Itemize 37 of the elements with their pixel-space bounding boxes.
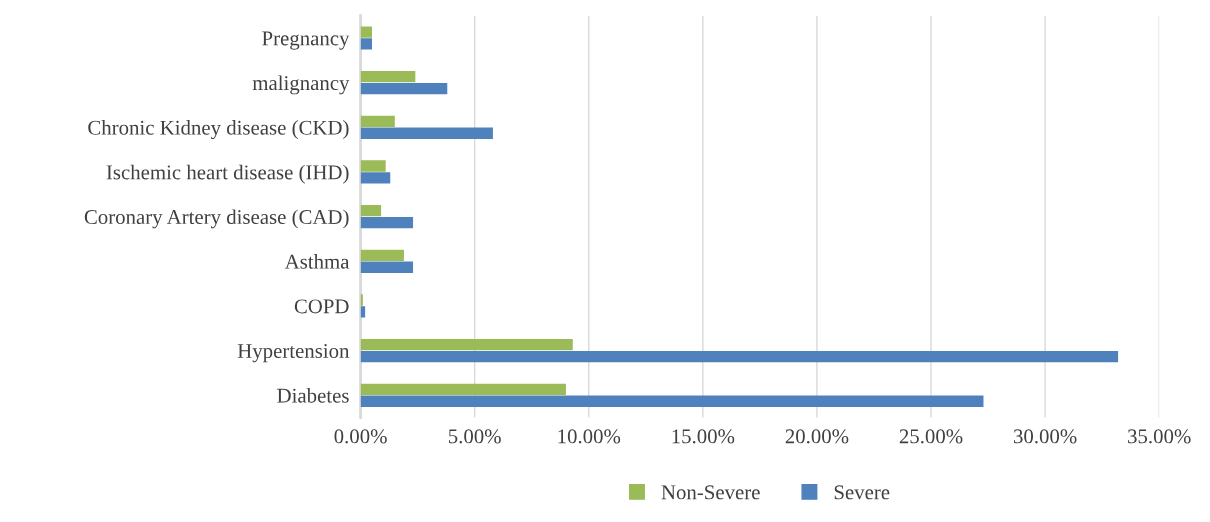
y-tick-label: Asthma	[284, 254, 350, 269]
bar	[360, 350, 1119, 363]
y-tick-label: malignancy	[252, 75, 350, 95]
y-tick-label: Pregnancy	[262, 31, 350, 50]
bar	[360, 82, 448, 95]
y-tick-label: Diabetes	[277, 388, 349, 403]
bar	[360, 172, 391, 184]
legend-label: Non-Severe	[661, 485, 760, 500]
bar	[360, 249, 404, 261]
bar	[360, 339, 573, 351]
x-tick-label: 25.00%	[899, 429, 963, 444]
bar	[360, 216, 414, 229]
x-tick-label: 5.00%	[448, 429, 501, 444]
bar	[360, 26, 372, 38]
bar	[360, 127, 493, 139]
bar	[360, 71, 416, 83]
x-tick-label: 0.00%	[334, 429, 387, 444]
bar	[360, 306, 366, 318]
bar	[360, 294, 363, 306]
bar	[360, 261, 414, 273]
bar	[360, 205, 382, 217]
x-tick-label: 10.00%	[558, 429, 621, 444]
y-tick-label: Chronic Kidney disease (CKD)	[88, 120, 349, 140]
x-tick-label: 30.00%	[1013, 429, 1077, 444]
bar	[360, 395, 984, 407]
y-tick-label: Hypertension	[237, 344, 350, 363]
y-tick-label: COPD	[294, 299, 349, 314]
y-tick-label: Ischemic heart disease (IHD)	[106, 164, 349, 184]
y-tick-label: Coronary Artery disease (CAD)	[84, 209, 349, 229]
bar	[360, 160, 386, 172]
bar	[360, 383, 566, 395]
bar	[360, 115, 395, 128]
x-tick-label: 35.00%	[1128, 429, 1191, 444]
x-tick-label: 20.00%	[785, 429, 849, 444]
bar	[360, 38, 372, 50]
x-tick-label: 15.00%	[672, 429, 735, 444]
legend-label: Severe	[834, 485, 890, 500]
